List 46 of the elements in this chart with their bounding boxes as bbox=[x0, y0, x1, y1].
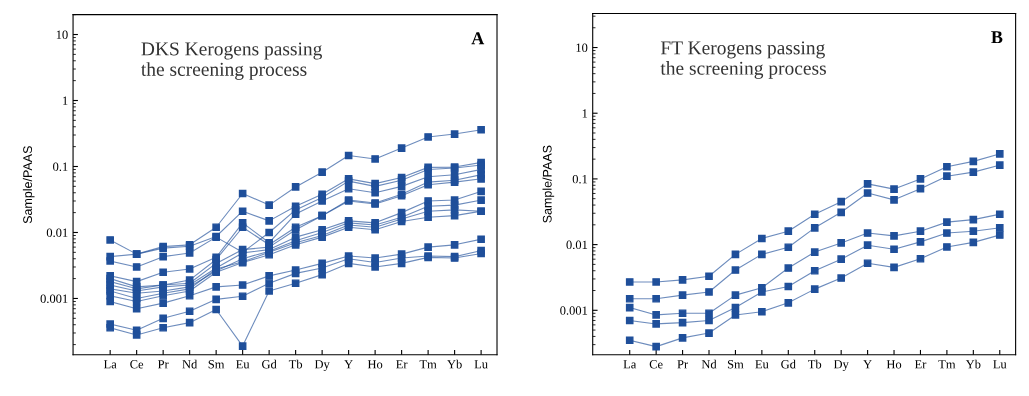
y-tick-label: 1 bbox=[63, 96, 68, 105]
x-tick-label: Tm bbox=[419, 360, 437, 369]
y-tick-label: 0.01 bbox=[566, 240, 588, 250]
y-axis-title: Sample/PAAS bbox=[22, 146, 35, 224]
x-tick-label: Dy bbox=[833, 360, 849, 372]
y-tick-label: 10 bbox=[56, 30, 68, 39]
x-tick-label: Gd bbox=[262, 359, 277, 369]
x-tick-label: Ce bbox=[649, 360, 663, 369]
annotation: A bbox=[471, 32, 485, 45]
y-tick-label: 10 bbox=[576, 43, 588, 52]
x-tick-label: Lu bbox=[474, 360, 488, 369]
x-tick-label: Er bbox=[914, 360, 927, 369]
x-tick-label: Nd bbox=[701, 359, 717, 369]
x-tick-label: Pr bbox=[157, 360, 169, 369]
y-tick-label: 0.1 bbox=[572, 174, 588, 184]
x-tick-label: Eu bbox=[236, 360, 250, 369]
x-tick-label: Ho bbox=[886, 360, 902, 369]
x-tick-label: La bbox=[623, 360, 637, 369]
annotation: DKS Kerogens passing the screening process bbox=[141, 42, 322, 80]
x-tick-label: Dy bbox=[314, 360, 330, 372]
x-tick-label: Ho bbox=[367, 360, 383, 369]
x-tick-label: Sm bbox=[727, 360, 744, 369]
x-tick-label: Y bbox=[344, 360, 353, 369]
x-tick-label: Tm bbox=[938, 360, 956, 369]
x-tick-label: Y bbox=[863, 360, 872, 369]
y-axis-title: Sample/PAAS bbox=[542, 145, 555, 223]
x-tick-label: Tb bbox=[808, 359, 822, 369]
x-tick-label: Gd bbox=[781, 359, 796, 369]
y-tick-label: 1 bbox=[582, 109, 588, 118]
x-tick-label: La bbox=[103, 360, 117, 369]
x-tick-label: Er bbox=[396, 360, 408, 369]
y-tick-label: 0.001 bbox=[40, 294, 68, 303]
x-tick-label: Eu bbox=[755, 360, 769, 369]
y-tick-label: 0.01 bbox=[46, 228, 68, 237]
x-tick-label: Ce bbox=[130, 360, 144, 369]
x-tick-label: Pr bbox=[677, 360, 689, 369]
x-tick-label: Tb bbox=[288, 359, 303, 369]
x-tick-label: Sm bbox=[208, 360, 225, 369]
x-tick-label: Lu bbox=[993, 360, 1007, 369]
x-tick-label: Yb bbox=[965, 359, 981, 369]
y-tick-label: 0.1 bbox=[53, 162, 68, 172]
x-tick-label: Yb bbox=[447, 359, 462, 369]
annotation: FT Kerogens passing the screening process bbox=[660, 41, 826, 79]
x-tick-label: Nd bbox=[182, 359, 198, 369]
y-tick-label: 0.001 bbox=[560, 306, 588, 315]
annotation: B bbox=[991, 31, 1003, 44]
